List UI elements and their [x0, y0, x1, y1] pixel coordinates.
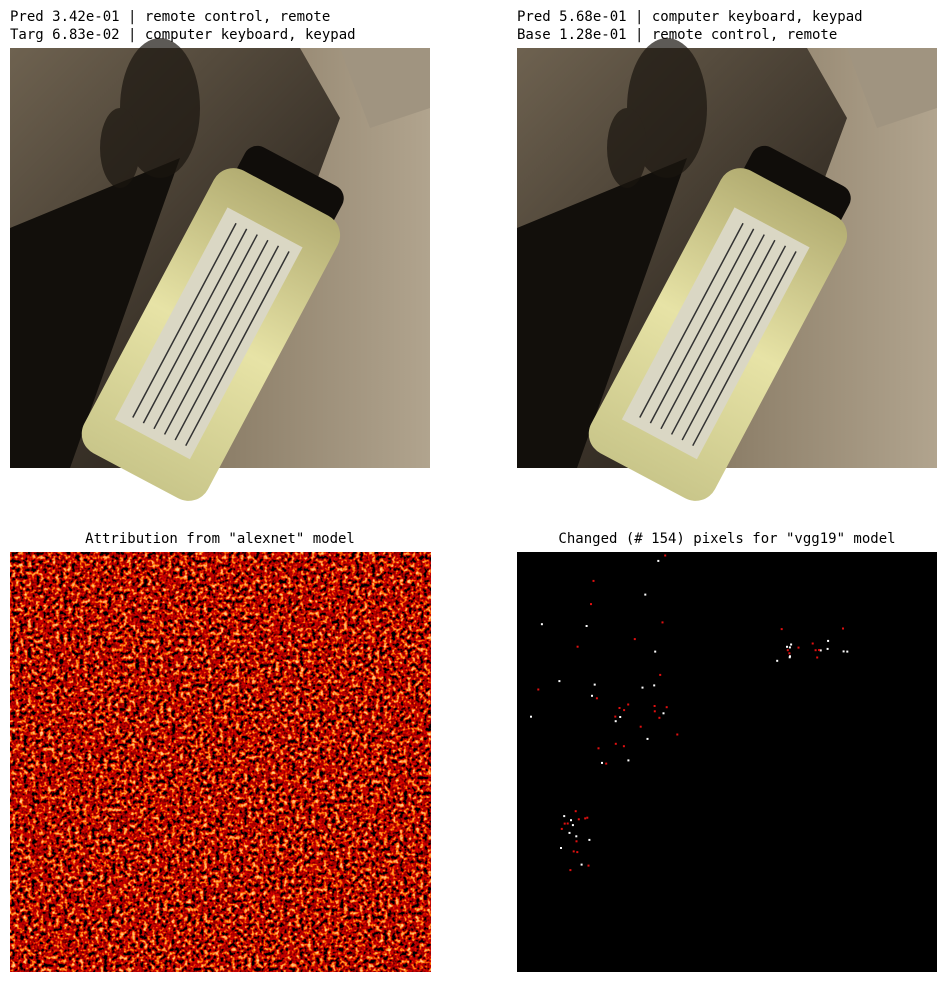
changed-pixel [572, 850, 575, 853]
changed-pixel [788, 652, 791, 655]
changed-pixel [659, 673, 662, 676]
changed-pixel [577, 818, 580, 821]
changed-pixel [654, 650, 657, 653]
changed-pixel [789, 655, 791, 658]
changed-pixel [605, 762, 608, 765]
changed-pixel [576, 645, 579, 648]
changed-pixel [662, 712, 665, 715]
changed-pixels-map [517, 552, 937, 972]
changed-pixel [586, 816, 589, 819]
changed-pixel [614, 742, 617, 745]
panel-title-line: Pred 3.42e-01 | remote control, remote [10, 9, 330, 25]
attribution-map [10, 552, 431, 972]
changed-pixel [797, 646, 800, 649]
changed-pixel [653, 710, 656, 713]
changed-pixel [827, 639, 830, 642]
changed-pixel [644, 593, 647, 596]
changed-pixel [576, 851, 579, 854]
changed-pixel [826, 647, 829, 650]
changed-pixel [846, 650, 849, 653]
changed-pixel [661, 621, 664, 624]
changed-pixel [540, 623, 543, 626]
changed-pixel [618, 707, 621, 709]
changed-pixel [639, 725, 642, 728]
changed-pixel [568, 831, 571, 834]
changed-pixel [780, 628, 783, 631]
changed-pixel [788, 646, 791, 649]
changed-pixel [614, 715, 617, 718]
changed-pixel [653, 684, 656, 687]
changed-pixel [566, 822, 569, 825]
changed-pixel [653, 705, 656, 707]
changed-pixel [588, 838, 591, 841]
changed-pixel [633, 638, 636, 641]
changed-pixel [560, 847, 562, 849]
changed-pixel [558, 680, 561, 683]
changed-pixel [658, 716, 661, 719]
changed-pixel [537, 688, 540, 691]
panel-title-line: Targ 6.83e-02 | computer keyboard, keypa… [10, 27, 356, 43]
changed-pixel [818, 649, 821, 651]
panel-title-line: Pred 5.68e-01 | computer keyboard, keypa… [517, 9, 863, 25]
changed-pixel [575, 840, 578, 843]
panel-title: Attribution from "alexnet" model [85, 531, 355, 547]
changed-pixel [657, 559, 660, 562]
changed-pixels [530, 554, 849, 872]
changed-pixel [786, 645, 788, 648]
changed-pixel [592, 579, 595, 582]
changed-pixel [584, 817, 587, 820]
changed-pixel [587, 864, 590, 867]
changed-pixel [560, 827, 563, 830]
changed-pixel [569, 869, 572, 872]
changed-pixel [593, 683, 596, 686]
changed-pixel [816, 656, 819, 659]
changed-pixel [665, 706, 668, 709]
changed-pixel [842, 650, 845, 653]
changed-pixel [811, 642, 814, 645]
input-image [9, 37, 431, 510]
changed-pixel [623, 709, 626, 712]
changed-pixel [646, 737, 649, 740]
changed-pixel [590, 603, 592, 606]
adversarial-image [516, 37, 938, 510]
changed-pixel [574, 810, 577, 813]
changed-pixel [786, 649, 789, 652]
changed-pixel [597, 747, 600, 750]
changed-pixel [614, 720, 617, 723]
changed-pixel [619, 716, 622, 718]
changed-pixel [842, 627, 844, 630]
changed-pixel [776, 659, 779, 662]
changed-pixel [563, 815, 566, 818]
changed-pixel [571, 824, 574, 827]
changed-pixel [601, 761, 603, 764]
changed-pixel [622, 745, 625, 748]
changed-pixel [627, 703, 630, 706]
changed-pixel [585, 625, 588, 627]
changed-pixel [627, 759, 630, 762]
changed-pixel [530, 715, 532, 718]
changed-pixel [595, 697, 598, 700]
panel-title-line: Base 1.28e-01 | remote control, remote [517, 27, 837, 43]
changed-pixel [676, 733, 679, 736]
changed-pixel [814, 649, 817, 652]
changed-pixel [641, 686, 644, 689]
changed-pixel [580, 863, 583, 866]
changed-pixel [790, 643, 793, 646]
changed-pixel [664, 554, 667, 557]
changed-pixel [575, 835, 578, 838]
changed-pixel [819, 649, 822, 652]
changed-pixel [563, 822, 566, 825]
changed-pixel [570, 819, 572, 822]
changed-pixel [591, 694, 593, 697]
panel-title: Changed (# 154) pixels for "vgg19" model [558, 531, 895, 547]
